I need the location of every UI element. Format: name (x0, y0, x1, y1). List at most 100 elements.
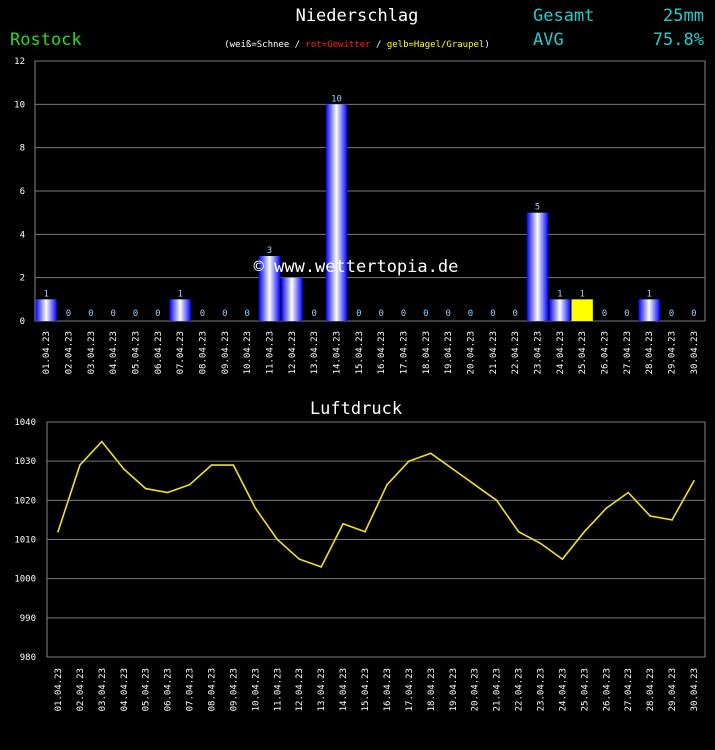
bar-value-label: 1 (579, 289, 584, 299)
y-tick-label: 8 (20, 144, 25, 154)
x-tick-label: 02.04.23 (65, 331, 75, 374)
bar-value-label: 5 (535, 203, 540, 213)
bar-value-label: 0 (468, 309, 473, 319)
bar-value-label: 0 (66, 309, 71, 319)
pressure-point (298, 558, 301, 560)
x-tick-label: 07.04.23 (186, 668, 196, 711)
bar-value-label: 3 (267, 246, 272, 256)
pressure-point (364, 530, 366, 533)
x-tick-label: 25.04.23 (578, 331, 588, 374)
x-tick-label: 20.04.23 (467, 331, 477, 374)
x-tick-label: 08.04.23 (199, 331, 209, 374)
x-tick-label: 11.04.23 (273, 668, 283, 711)
pressure-point (276, 538, 279, 541)
bar-value-label: 0 (244, 309, 249, 319)
bar-value-label: 0 (624, 309, 629, 319)
bar-value-label: 0 (691, 309, 696, 319)
x-tick-label: 03.04.23 (98, 668, 108, 711)
x-tick-label: 24.04.23 (556, 331, 566, 374)
y-tick-label: 1000 (14, 575, 36, 585)
x-tick-label: 28.04.23 (645, 331, 655, 374)
bar-value-label: 1 (557, 289, 562, 299)
x-tick-label: 04.04.23 (109, 331, 119, 374)
precip-bar (169, 299, 191, 321)
pressure-point (57, 530, 59, 533)
pressure-point (473, 483, 476, 486)
bar-value-label: 0 (445, 309, 450, 319)
precip-legend: (weiß=Schnee / rot=Gewitter / gelb=Hagel… (224, 40, 490, 50)
x-tick-label: 22.04.23 (515, 668, 525, 711)
bar-value-label: 0 (512, 309, 517, 319)
pressure-series-line (57, 440, 695, 568)
precip-bar (258, 256, 281, 321)
y-tick-label: 0 (20, 317, 25, 327)
pressure-point (166, 491, 169, 494)
precip-bar (549, 299, 571, 321)
bar-value-label: 0 (133, 309, 138, 319)
x-tick-label: 23.04.23 (537, 668, 547, 711)
x-tick-label: 02.04.23 (76, 668, 86, 711)
pressure-point (408, 460, 410, 462)
precip-bar (35, 299, 57, 321)
x-tick-label: 15.04.23 (355, 331, 365, 374)
bar-value-label: 0 (311, 309, 316, 319)
pressure-point (583, 530, 586, 533)
x-tick-label: 27.04.23 (623, 331, 633, 374)
bar-value-label: 0 (669, 309, 674, 319)
bar-value-label: 0 (423, 309, 428, 319)
x-tick-label: 13.04.23 (310, 331, 320, 374)
y-tick-label: 1020 (14, 496, 36, 506)
pressure-point (254, 507, 257, 509)
bar-value-label: 1 (177, 289, 182, 299)
precip-bar (325, 104, 348, 321)
x-tick-label: 15.04.23 (361, 668, 371, 711)
x-tick-label: 03.04.23 (87, 331, 97, 374)
station-name: Rostock (10, 30, 82, 50)
y-tick-label: 6 (20, 187, 25, 197)
watermark: © www.wettertopia.de (254, 257, 459, 277)
pressure-point (693, 479, 695, 482)
x-tick-label: 07.04.23 (176, 331, 186, 374)
pressure-point (671, 519, 673, 521)
total-value: 25mm (663, 6, 704, 26)
x-tick-label: 05.04.23 (132, 331, 142, 374)
x-tick-label: 09.04.23 (221, 331, 231, 374)
x-tick-label: 12.04.23 (288, 331, 298, 374)
x-tick-label: 20.04.23 (471, 668, 481, 711)
bar-value-label: 0 (110, 309, 115, 319)
pressure-point (386, 483, 388, 486)
x-tick-label: 19.04.23 (444, 331, 454, 374)
pressure-point (210, 464, 213, 466)
x-tick-label: 14.04.23 (333, 331, 343, 374)
x-tick-label: 21.04.23 (489, 331, 499, 374)
pressure-line-chart: 980 990 1000 1010 1020 1030 1040 01.04.23 02.04.… (14, 418, 706, 711)
x-tick-label: 04.04.23 (120, 668, 130, 711)
total-label: Gesamt (533, 6, 594, 26)
y-tick-label: 1030 (14, 457, 36, 467)
x-tick-label: 25.04.23 (580, 668, 590, 711)
bar-value-label: 0 (155, 309, 160, 319)
pressure-title: Luftdruck (310, 399, 402, 419)
bar-value-label: 0 (378, 309, 383, 319)
x-tick-label: 16.04.23 (377, 331, 387, 374)
x-tick-label: 01.04.23 (42, 331, 52, 374)
x-tick-label: 14.04.23 (339, 668, 349, 711)
x-tick-label: 09.04.23 (229, 668, 239, 711)
x-tick-label: 17.04.23 (400, 331, 410, 374)
x-tick-label: 24.04.23 (558, 668, 568, 711)
x-tick-label: 08.04.23 (208, 668, 218, 711)
y-tick-label: 2 (20, 274, 25, 284)
pressure-point (517, 530, 520, 533)
x-tick-label: 06.04.23 (154, 331, 164, 374)
pressure-point (122, 468, 125, 470)
pressure-point (451, 468, 454, 470)
x-tick-label: 18.04.23 (422, 331, 432, 374)
x-tick-label: 12.04.23 (295, 668, 305, 711)
pressure-point (188, 483, 191, 486)
x-tick-label: 16.04.23 (383, 668, 393, 711)
y-tick-label: 1040 (14, 418, 36, 428)
x-tick-label: 05.04.23 (142, 668, 152, 711)
x-tick-label: 21.04.23 (493, 668, 503, 711)
x-tick-label: 26.04.23 (601, 331, 611, 374)
pressure-point (232, 464, 235, 466)
